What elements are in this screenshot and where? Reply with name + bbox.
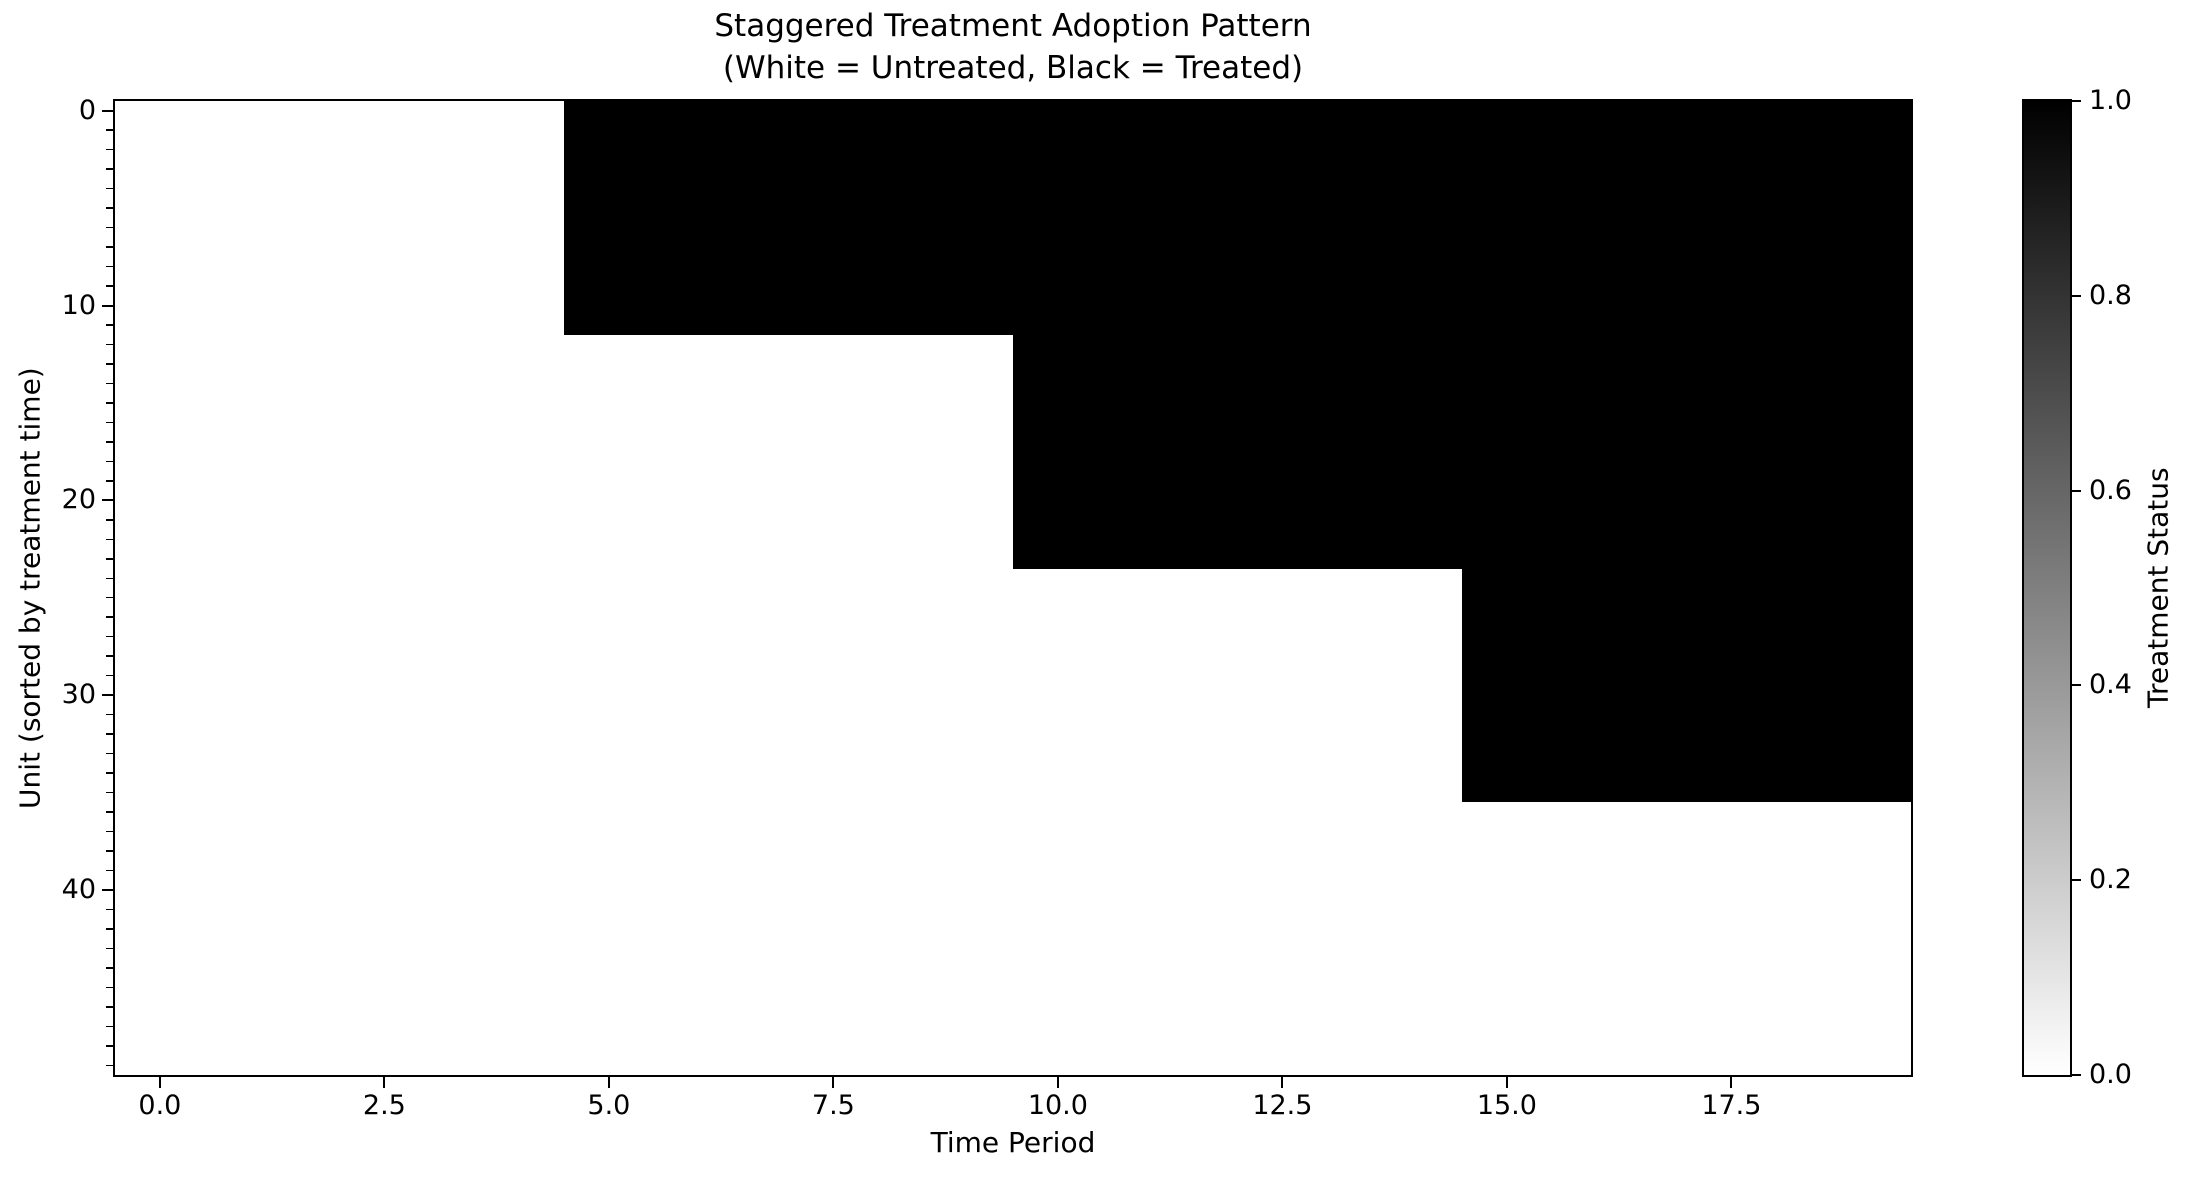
colorbar-tick-mark xyxy=(2072,879,2081,882)
y-minor-tick-mark xyxy=(106,1045,113,1047)
y-minor-tick-mark xyxy=(106,1025,113,1028)
y-tick-label: 20 xyxy=(61,484,96,516)
y-tick-mark xyxy=(102,694,113,697)
x-tick-label: 0.0 xyxy=(138,1090,182,1121)
colorbar-label: Treatment Status xyxy=(2141,467,2175,709)
y-minor-tick-mark xyxy=(106,148,113,151)
x-tick-label: 10.0 xyxy=(1027,1090,1088,1121)
y-minor-tick-mark xyxy=(106,538,113,541)
y-minor-tick-mark xyxy=(106,207,113,209)
treated-block xyxy=(1462,568,1911,803)
colorbar-tick-mark xyxy=(2072,489,2081,492)
y-minor-tick-mark xyxy=(106,713,113,716)
y-minor-tick-mark xyxy=(106,596,113,599)
colorbar-tick-mark xyxy=(2072,100,2081,102)
y-minor-tick-mark xyxy=(106,850,113,852)
plot-area xyxy=(113,99,1913,1077)
y-minor-tick-mark xyxy=(106,772,113,774)
y-minor-tick-mark xyxy=(106,752,113,755)
y-minor-tick-mark xyxy=(106,285,113,287)
x-tick-label: 7.5 xyxy=(811,1090,855,1121)
colorbar-tick-label: 0.2 xyxy=(2089,864,2132,896)
chart-title: Staggered Treatment Adoption Pattern (Wh… xyxy=(113,6,1913,89)
y-minor-tick-mark xyxy=(106,908,113,911)
y-minor-tick-mark xyxy=(106,441,113,443)
x-tick-mark xyxy=(158,1077,161,1088)
y-minor-tick-mark xyxy=(106,382,113,385)
y-minor-tick-mark xyxy=(106,402,113,404)
y-minor-tick-mark xyxy=(106,246,113,248)
y-axis-label: Unit (sorted by treatment time) xyxy=(13,367,47,809)
colorbar-tick-label: 0.4 xyxy=(2089,669,2132,701)
y-minor-tick-mark xyxy=(106,733,113,735)
colorbar-tick-mark xyxy=(2072,1074,2081,1076)
y-minor-tick-mark xyxy=(106,480,113,482)
y-minor-tick-mark xyxy=(106,1006,113,1008)
x-tick-label: 15.0 xyxy=(1476,1090,1537,1121)
y-minor-tick-mark xyxy=(106,324,113,326)
x-tick-mark xyxy=(607,1077,610,1088)
y-minor-tick-mark xyxy=(106,343,113,346)
y-minor-tick-mark xyxy=(106,791,113,794)
y-tick-mark xyxy=(102,304,113,307)
x-tick-label: 2.5 xyxy=(362,1090,406,1121)
x-tick-label: 5.0 xyxy=(587,1090,631,1121)
y-minor-tick-mark xyxy=(106,928,113,930)
y-minor-tick-mark xyxy=(106,519,113,521)
x-tick-mark xyxy=(1281,1077,1284,1088)
y-minor-tick-mark xyxy=(106,168,113,170)
y-minor-tick-mark xyxy=(106,967,113,969)
colorbar-tick-label: 0.8 xyxy=(2089,279,2132,311)
x-tick-mark xyxy=(383,1077,386,1088)
colorbar-tick-mark xyxy=(2072,684,2081,687)
y-minor-tick-mark xyxy=(106,986,113,989)
colorbar-tick-label: 0.0 xyxy=(2089,1059,2132,1090)
y-tick-label: 40 xyxy=(61,873,96,905)
y-minor-tick-mark xyxy=(106,635,113,638)
y-tick-mark xyxy=(102,109,113,112)
chart-title-line2: (White = Untreated, Black = Treated) xyxy=(722,49,1304,86)
y-tick-label: 30 xyxy=(61,679,96,711)
y-minor-tick-mark xyxy=(106,655,113,657)
x-tick-label: 12.5 xyxy=(1252,1090,1313,1121)
x-tick-mark xyxy=(1056,1077,1059,1088)
x-tick-mark xyxy=(1505,1077,1508,1088)
y-tick-label: 0 xyxy=(78,94,96,126)
x-tick-mark xyxy=(832,1077,835,1088)
y-tick-label: 10 xyxy=(61,289,96,321)
y-minor-tick-mark xyxy=(106,674,113,677)
y-tick-mark xyxy=(102,888,113,891)
y-minor-tick-mark xyxy=(106,616,113,618)
colorbar-gradient xyxy=(2022,99,2072,1077)
y-minor-tick-mark xyxy=(106,811,113,813)
y-minor-tick-mark xyxy=(106,1064,113,1066)
colorbar-tick-mark xyxy=(2072,294,2081,297)
y-minor-tick-mark xyxy=(106,558,113,560)
colorbar-tick-label: 0.6 xyxy=(2089,474,2132,506)
y-minor-tick-mark xyxy=(106,265,113,268)
y-minor-tick-mark xyxy=(106,363,113,365)
treated-block xyxy=(564,101,1911,335)
y-minor-tick-mark xyxy=(106,421,113,424)
x-axis-label: Time Period xyxy=(930,1126,1096,1159)
y-minor-tick-mark xyxy=(106,226,113,229)
treated-block xyxy=(1013,334,1911,569)
y-minor-tick-mark xyxy=(106,460,113,463)
colorbar-tick-label: 1.0 xyxy=(2089,85,2132,116)
y-minor-tick-mark xyxy=(106,577,113,579)
y-minor-tick-mark xyxy=(106,947,113,950)
x-tick-label: 17.5 xyxy=(1701,1090,1762,1121)
y-minor-tick-mark xyxy=(106,830,113,833)
y-minor-tick-mark xyxy=(106,869,113,872)
y-tick-mark xyxy=(102,499,113,502)
y-minor-tick-mark xyxy=(106,129,113,131)
y-minor-tick-mark xyxy=(106,187,113,190)
chart-title-line1: Staggered Treatment Adoption Pattern xyxy=(714,8,1312,44)
x-tick-mark xyxy=(1730,1077,1733,1088)
